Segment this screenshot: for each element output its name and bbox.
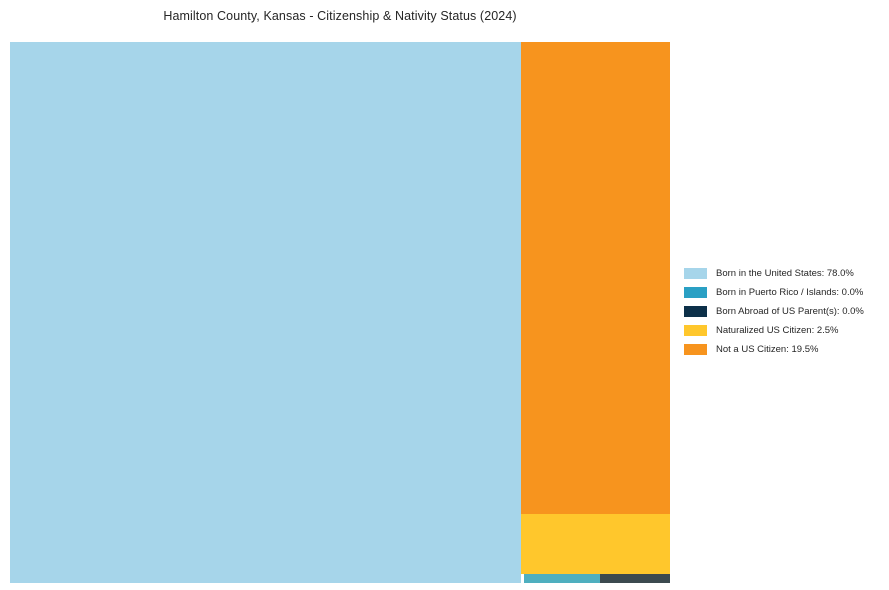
treemap-tile-not-a-us-citizen[interactable] bbox=[521, 42, 670, 514]
legend-item-label: Naturalized US Citizen: 2.5% bbox=[716, 325, 839, 336]
legend-swatch-icon bbox=[684, 344, 707, 355]
legend-item-born-abroad-of-us-parents[interactable]: Born Abroad of US Parent(s): 0.0% bbox=[684, 302, 884, 321]
treemap-tile-born-abroad-of-us-parents[interactable] bbox=[600, 574, 670, 583]
legend-item-label: Not a US Citizen: 19.5% bbox=[716, 344, 819, 355]
legend-item-born-in-the-united-states[interactable]: Born in the United States: 78.0% bbox=[684, 264, 884, 283]
legend-item-naturalized-us-citizen[interactable]: Naturalized US Citizen: 2.5% bbox=[684, 321, 884, 340]
legend-swatch-icon bbox=[684, 306, 707, 317]
legend-swatch-icon bbox=[684, 268, 707, 279]
legend-item-label: Born Abroad of US Parent(s): 0.0% bbox=[716, 306, 864, 317]
legend-swatch-icon bbox=[684, 325, 707, 336]
legend-item-label: Born in the United States: 78.0% bbox=[716, 268, 854, 279]
legend-item-born-in-puerto-rico-islands[interactable]: Born in Puerto Rico / Islands: 0.0% bbox=[684, 283, 884, 302]
treemap-plot-area bbox=[10, 42, 670, 583]
legend-swatch-icon bbox=[684, 287, 707, 298]
chart-legend: Born in the United States: 78.0% Born in… bbox=[684, 264, 884, 359]
chart-title: Hamilton County, Kansas - Citizenship & … bbox=[163, 9, 517, 23]
legend-item-not-a-us-citizen[interactable]: Not a US Citizen: 19.5% bbox=[684, 340, 884, 359]
treemap-tile-naturalized-us-citizen[interactable] bbox=[521, 514, 670, 574]
treemap-tile-born-in-puerto-rico-islands[interactable] bbox=[524, 574, 600, 583]
legend-item-label: Born in Puerto Rico / Islands: 0.0% bbox=[716, 287, 864, 298]
treemap-tile-born-in-the-united-states[interactable] bbox=[10, 42, 521, 583]
